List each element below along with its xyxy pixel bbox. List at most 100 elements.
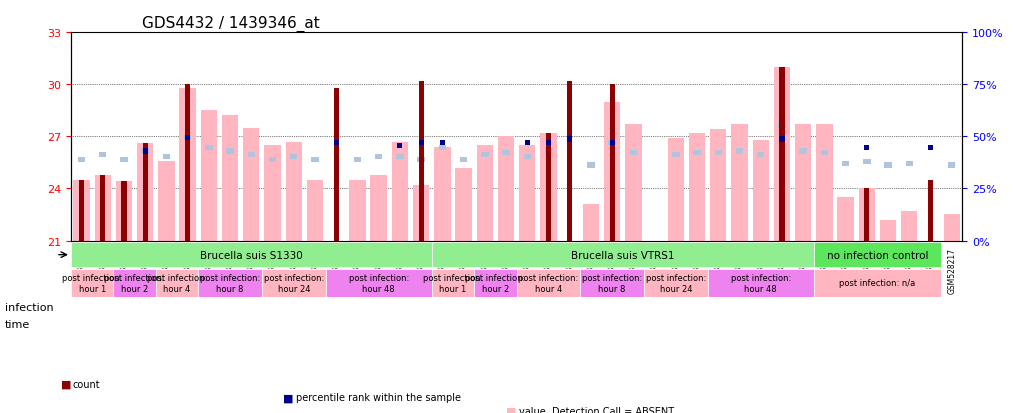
Bar bbox=[185, 85, 190, 241]
Bar bbox=[79, 180, 84, 241]
Bar bbox=[906, 161, 913, 166]
Bar bbox=[625, 125, 641, 241]
FancyBboxPatch shape bbox=[644, 270, 708, 297]
FancyBboxPatch shape bbox=[474, 270, 517, 297]
Bar bbox=[689, 133, 705, 241]
Text: post infection:
hour 2: post infection: hour 2 bbox=[104, 273, 165, 293]
Text: post infection:
hour 8: post infection: hour 8 bbox=[200, 273, 260, 293]
Bar bbox=[184, 135, 191, 140]
Bar bbox=[863, 159, 870, 165]
FancyBboxPatch shape bbox=[432, 270, 474, 297]
Text: post infection:
hour 24: post infection: hour 24 bbox=[263, 273, 324, 293]
Bar bbox=[774, 68, 790, 241]
Bar bbox=[778, 123, 786, 128]
Bar bbox=[142, 149, 149, 154]
Bar bbox=[630, 151, 637, 156]
Bar bbox=[693, 151, 701, 156]
FancyBboxPatch shape bbox=[156, 270, 199, 297]
Bar bbox=[392, 142, 408, 241]
Bar bbox=[460, 158, 467, 163]
Bar bbox=[816, 125, 833, 241]
FancyBboxPatch shape bbox=[580, 270, 644, 297]
Bar bbox=[163, 154, 170, 159]
Bar bbox=[842, 161, 849, 166]
Bar bbox=[928, 146, 933, 151]
Bar bbox=[609, 140, 616, 146]
Bar bbox=[418, 81, 423, 241]
Bar bbox=[948, 163, 955, 168]
Bar bbox=[222, 116, 238, 241]
Text: post infection:
hour 4: post infection: hour 4 bbox=[519, 273, 578, 293]
FancyBboxPatch shape bbox=[813, 270, 941, 297]
Bar bbox=[333, 140, 338, 146]
FancyBboxPatch shape bbox=[813, 242, 941, 268]
Bar bbox=[440, 140, 445, 146]
Bar bbox=[902, 211, 918, 241]
Bar bbox=[417, 158, 424, 163]
Bar bbox=[185, 135, 190, 140]
Bar bbox=[714, 151, 722, 156]
Text: ■: ■ bbox=[506, 406, 517, 413]
Bar bbox=[354, 158, 362, 163]
Bar bbox=[731, 125, 748, 241]
Bar bbox=[880, 220, 897, 241]
Bar bbox=[121, 158, 128, 163]
Bar bbox=[122, 182, 127, 241]
Bar bbox=[546, 140, 551, 146]
Bar bbox=[610, 85, 615, 241]
Text: ■: ■ bbox=[284, 392, 294, 402]
Bar bbox=[268, 158, 277, 163]
Bar bbox=[418, 140, 423, 146]
Bar bbox=[610, 140, 615, 146]
Bar bbox=[349, 180, 366, 241]
Bar bbox=[439, 146, 446, 151]
Bar bbox=[502, 151, 510, 156]
Bar bbox=[397, 144, 402, 149]
FancyBboxPatch shape bbox=[71, 242, 432, 268]
Bar bbox=[247, 152, 255, 158]
Bar bbox=[290, 154, 298, 159]
Text: post infection: n/a: post infection: n/a bbox=[840, 279, 916, 288]
Bar bbox=[333, 88, 338, 241]
Bar bbox=[582, 204, 599, 241]
Text: no infection control: no infection control bbox=[827, 250, 928, 260]
FancyBboxPatch shape bbox=[517, 270, 580, 297]
Bar bbox=[179, 88, 196, 241]
Bar bbox=[668, 139, 684, 241]
Bar bbox=[546, 133, 551, 241]
Bar bbox=[753, 140, 769, 241]
Text: infection: infection bbox=[5, 303, 54, 313]
Bar bbox=[100, 175, 105, 241]
Bar bbox=[519, 146, 536, 241]
Bar bbox=[540, 133, 556, 241]
Text: post infection:
hour 2: post infection: hour 2 bbox=[465, 273, 526, 293]
Bar bbox=[307, 180, 323, 241]
Text: value, Detection Call = ABSENT: value, Detection Call = ABSENT bbox=[519, 406, 674, 413]
Bar bbox=[143, 144, 148, 241]
Bar bbox=[435, 147, 451, 241]
Bar bbox=[137, 144, 153, 241]
Bar bbox=[396, 154, 403, 159]
Bar bbox=[567, 81, 572, 241]
Text: post infection:
hour 8: post infection: hour 8 bbox=[582, 273, 642, 293]
Bar bbox=[943, 215, 960, 241]
Bar bbox=[545, 149, 552, 154]
Bar bbox=[757, 152, 765, 158]
Text: count: count bbox=[73, 379, 100, 389]
Bar bbox=[375, 154, 382, 159]
Bar bbox=[604, 102, 620, 241]
Bar bbox=[799, 149, 807, 154]
Bar bbox=[864, 189, 869, 241]
Text: post infection:
hour 48: post infection: hour 48 bbox=[348, 273, 409, 293]
FancyBboxPatch shape bbox=[113, 270, 156, 297]
Bar bbox=[371, 175, 387, 241]
Text: ■: ■ bbox=[61, 379, 71, 389]
FancyBboxPatch shape bbox=[325, 270, 432, 297]
Bar bbox=[864, 146, 869, 151]
Bar bbox=[311, 158, 319, 163]
Bar bbox=[779, 68, 784, 241]
Text: GDS4432 / 1439346_at: GDS4432 / 1439346_at bbox=[142, 16, 320, 32]
Bar bbox=[524, 154, 531, 159]
Bar bbox=[413, 185, 430, 241]
FancyBboxPatch shape bbox=[708, 270, 813, 297]
